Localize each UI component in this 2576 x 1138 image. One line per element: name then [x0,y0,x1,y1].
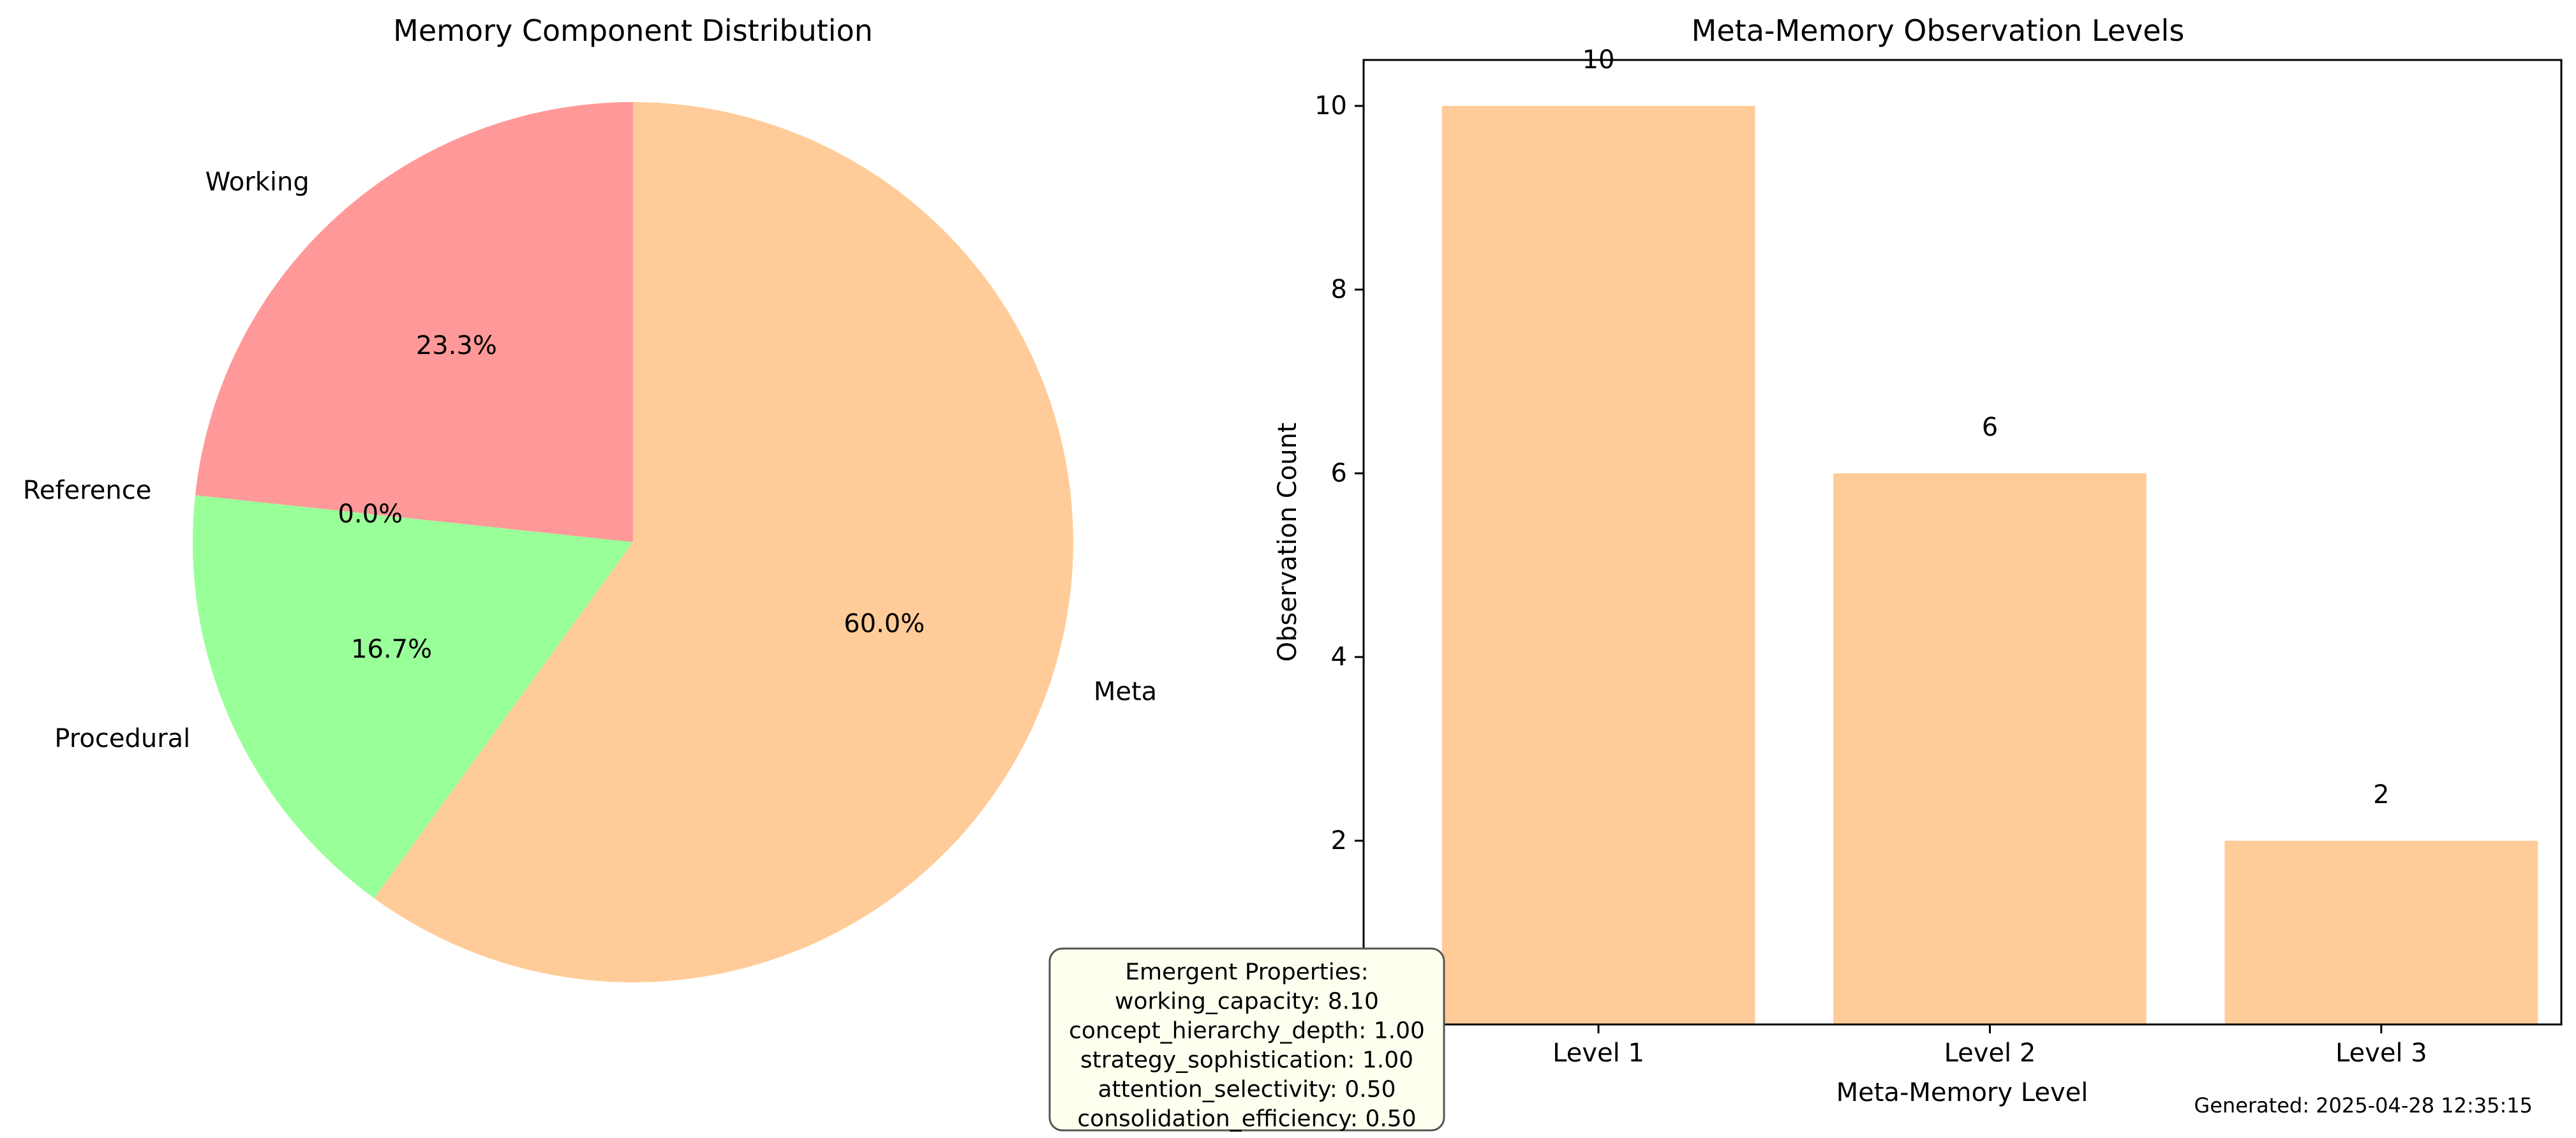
annotation-box [1048,947,1445,1132]
bar-value-label-level-2: 6 [1982,413,1998,442]
pie-pct-label-meta: 60.0% [844,609,925,639]
pie-pct-label-procedural: 16.7% [351,635,432,664]
bar-level-2 [1833,473,2147,1024]
x-tick-label-level-2: Level 2 [1944,1038,2036,1068]
bar-value-label-level-3: 2 [2373,780,2389,809]
y-tick-label-10: 10 [1314,91,1347,121]
y-tick-label-6: 6 [1331,459,1347,488]
pie-slice-procedural [193,495,633,899]
pie-chart: Memory Component Distribution Working 23.… [23,13,1157,982]
x-tick-label-level-3: Level 3 [2335,1038,2427,1068]
y-tick-label-8: 8 [1331,275,1347,304]
plot-frame [1362,59,2563,1026]
generated-timestamp: Generated: 2025-04-28 12:35:15 [2194,1093,2533,1118]
y-tick-label-2: 2 [1331,826,1347,855]
y-tick-label-4: 4 [1331,642,1347,672]
annotation-heading: Emergent Properties: [1125,959,1369,986]
pie-pct-label-reference: 0.0% [338,499,403,529]
emergent-properties-box: Emergent Properties: working_capacity: 8.… [1048,947,1445,1132]
pie-pct-label-working: 23.3% [416,331,497,360]
pie-label-reference: Reference [23,476,151,505]
bar-level-1 [1441,106,1755,1024]
annotation-lines: Emergent Properties: working_capacity: 8.… [1069,959,1425,1132]
bar-chart: Meta-Memory Observation Levels 10 6 2 Leve… [1273,13,2563,1107]
pie-slice-working [195,102,633,542]
pie-slices [193,102,1074,982]
bar-chart-title: Meta-Memory Observation Levels [1692,13,2185,48]
pie-label-procedural: Procedural [54,724,190,753]
annotation-line-concept-hierarchy-depth: concept_hierarchy_depth: 1.00 [1069,1018,1425,1044]
annotation-line-strategy-sophistication: strategy_sophistication: 1.00 [1080,1047,1413,1074]
pie-slice-meta [374,102,1074,982]
bar-level-3 [2224,841,2538,1024]
annotation-line-attention-selectivity: attention_selectivity: 0.50 [1098,1077,1396,1103]
y-axis-label: Observation Count [1273,422,1302,661]
x-axis-label: Meta-Memory Level [1836,1078,2088,1107]
annotation-line-working-capacity: working_capacity: 8.10 [1115,989,1379,1015]
pie-chart-title: Memory Component Distribution [393,13,873,48]
pie-label-working: Working [205,167,309,196]
x-tick-label-level-1: Level 1 [1552,1038,1644,1068]
pie-labels: Working 23.3% Reference 0.0% Procedural 16.7%… [23,167,1157,753]
pie-label-meta: Meta [1094,677,1157,707]
annotation-line-consolidation-efficiency: consolidation_efficiency: 0.50 [1077,1106,1416,1132]
